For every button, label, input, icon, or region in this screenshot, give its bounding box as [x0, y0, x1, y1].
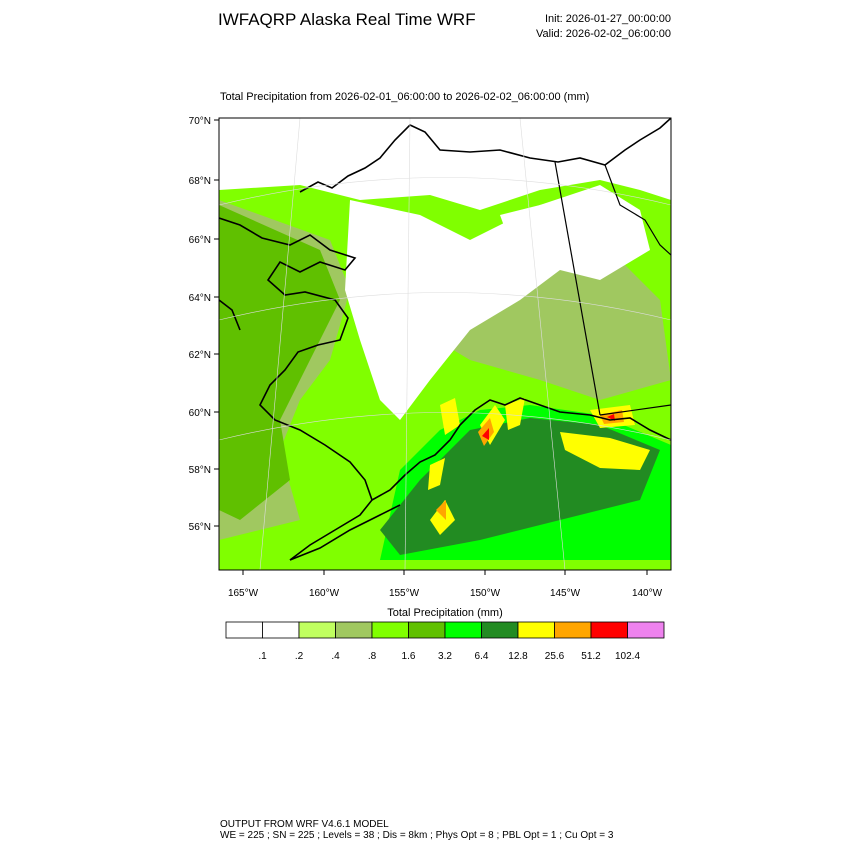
- precip-area: [219, 205, 340, 520]
- colorbar-label: .8: [368, 651, 377, 662]
- lat-label: 64°N: [189, 293, 211, 304]
- lon-label: 165°W: [228, 588, 259, 599]
- colorbar-label: 51.2: [581, 651, 601, 662]
- peninsula-coast: [289, 504, 401, 561]
- lat-label: 70°N: [189, 116, 211, 127]
- map-frame: [218, 117, 672, 571]
- north-coast: [299, 118, 671, 193]
- colorbar-box: [444, 621, 482, 639]
- precip-area: [440, 398, 460, 435]
- precip-field: [219, 180, 671, 570]
- lat-label: 62°N: [189, 350, 211, 361]
- precip-area: [500, 200, 600, 270]
- colorbar-box: [627, 621, 665, 639]
- init-time: Init: 2026-01-27_00:00:00: [545, 13, 671, 25]
- colorbar-box: [262, 621, 300, 639]
- lon-label: 155°W: [389, 588, 420, 599]
- seward-coast: [219, 299, 241, 331]
- lon-label: 140°W: [632, 588, 663, 599]
- lat-label: 60°N: [189, 408, 211, 419]
- colorbar-box: [298, 621, 336, 639]
- lon-label: 145°W: [550, 588, 581, 599]
- lat-label: 68°N: [189, 176, 211, 187]
- valid-time: Valid: 2026-02-02_06:00:00: [536, 28, 671, 40]
- canada-coast: [604, 164, 671, 256]
- coastlines: [219, 118, 671, 561]
- colorbar-label: 6.4: [475, 651, 489, 662]
- lat-label: 66°N: [189, 235, 211, 246]
- colorbar-box: [408, 621, 446, 639]
- colorbar-label: 3.2: [438, 651, 452, 662]
- footer-line2: WE = 225 ; SN = 225 ; Levels = 38 ; Dis …: [220, 830, 614, 841]
- colorbar-label: 12.8: [508, 651, 528, 662]
- lon-label: 160°W: [309, 588, 340, 599]
- colorbar-box: [590, 621, 628, 639]
- colorbar-box: [481, 621, 519, 639]
- colorbar-label: 102.4: [615, 651, 640, 662]
- west-coast: [219, 217, 373, 561]
- colorbar-label: .4: [331, 651, 340, 662]
- border-2: [599, 404, 671, 416]
- border: [554, 161, 601, 416]
- lon-label: 150°W: [470, 588, 501, 599]
- colorbar-label: .2: [295, 651, 304, 662]
- south-coast: [371, 397, 671, 501]
- lat-label: 58°N: [189, 465, 211, 476]
- precip-area: [482, 428, 489, 440]
- precip-area: [560, 432, 650, 470]
- map-subtitle: Total Precipitation from 2026-02-01_06:0…: [220, 91, 589, 103]
- colorbar-label: .1: [258, 651, 267, 662]
- precip-area: [430, 500, 455, 535]
- colorbar-box: [225, 621, 263, 639]
- colorbar-box: [517, 621, 555, 639]
- title: IWFAQRP Alaska Real Time WRF: [218, 10, 476, 29]
- lat-label: 56°N: [189, 522, 211, 533]
- precip-area: [428, 458, 445, 490]
- colorbar-title: Total Precipitation (mm): [387, 607, 503, 619]
- footer-line1: OUTPUT FROM WRF V4.6.1 MODEL: [220, 819, 389, 830]
- precip-area: [436, 500, 446, 520]
- graticule: [219, 118, 671, 570]
- colorbar-box: [554, 621, 592, 639]
- colorbar-box: [371, 621, 409, 639]
- colorbar-label: 1.6: [402, 651, 416, 662]
- colorbar-box: [335, 621, 373, 639]
- precip-area: [505, 398, 525, 430]
- colorbar-label: 25.6: [545, 651, 565, 662]
